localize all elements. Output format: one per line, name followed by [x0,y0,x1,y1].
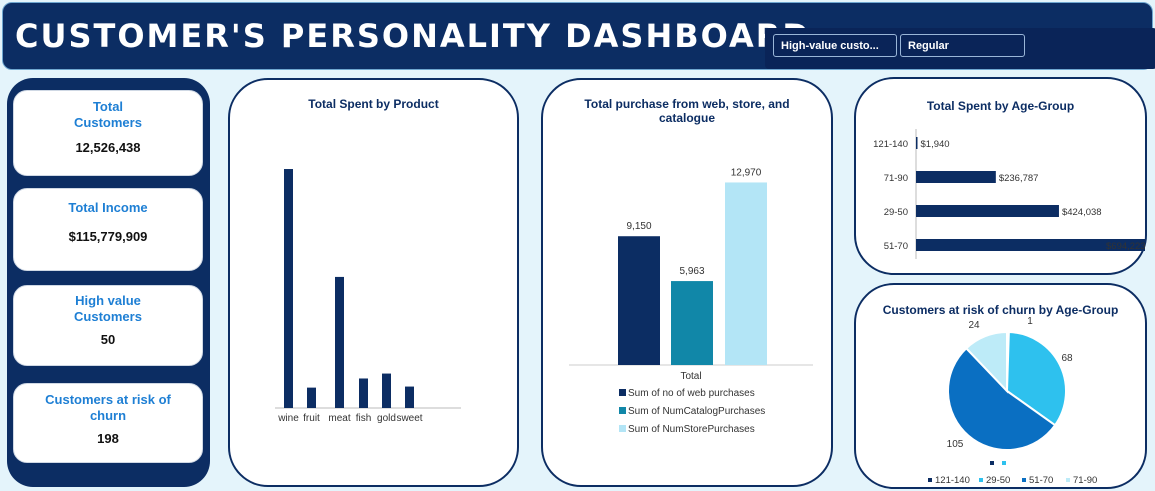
slice-71-90 [964,330,1008,394]
kpi-total-income-label: Total Income [68,200,148,215]
channel-purchases-card: Total purchase from web, store, and cata… [541,78,833,487]
legend-swatch-29-50 [979,478,983,482]
customer-type-slicer: High-value custo... Regular [765,28,1155,69]
legend-swatch-series-3 [619,425,626,432]
data-label-121-140: 1 [1027,316,1033,327]
kpi-risk-of-churn-value: 198 [97,431,119,446]
legend-label-29-50: 29-50 [986,475,1010,486]
kpi-high-value-customers: High value Customers 50 [13,285,203,366]
legend-swatch-series-1 [619,389,626,396]
y-tick-label-121-140: 121-140 [873,139,908,150]
slicer-item-high-value[interactable]: High-value custo... [773,34,897,57]
kpi-high-value-value: 50 [100,332,116,347]
y-tick-label-29-50: 29-50 [884,207,908,218]
legend-marker-navy [990,461,994,465]
bar-wine [284,169,293,408]
bar-gold [382,373,391,408]
bar-71-90 [916,171,996,183]
bar-fish [359,378,368,408]
channel-purchases-chart: 9,150 5,963 12,970 Total Sum of no of web pu… [569,167,813,435]
kpi-risk-of-churn: Customers at risk of churn 198 [13,383,203,463]
y-tick-label-71-90: 71-90 [884,173,908,184]
legend-label-71-90: 71-90 [1073,475,1097,486]
data-label-29-50: 68 [1061,353,1073,364]
data-label-51-70: 105 [947,439,964,450]
kpi-total-customers-label: Total Customers [74,99,142,130]
data-label-29-50: $424,038 [1062,207,1102,218]
channel-purchases-title: Total purchase from web, store, and cata… [584,97,790,125]
x-tick-label-gold: gold [377,413,396,424]
x-tick-label-meat: meat [328,413,350,424]
kpi-total-customers: Total Customers 12,526,438 [13,90,203,176]
age-spend-card: Total Spent by Age-Group 121-140 $1,940 71… [854,77,1147,275]
dashboard-title: CUSTOMER'S PERSONALITY DASHBOARD [15,17,811,55]
product-spend-chart: wine fruit meat fish gold sweet [275,169,461,424]
bar-51-70 [916,239,1145,251]
legend-swatch-51-70 [1022,478,1026,482]
kpi-panel: Total Customers 12,526,438 Total Income … [7,78,210,487]
kpi-total-customers-value: 12,526,438 [75,140,141,155]
churn-age-card: Customers at risk of churn by Age-Group … [854,283,1147,489]
bar-fruit [307,387,316,408]
x-tick-label-sweet: sweet [396,413,422,424]
legend-marker-cyan [1002,461,1006,465]
legend-label-series-2: Sum of NumCatalogPurchases [628,406,765,417]
bar-series-3 [725,182,767,365]
legend-label-series-1: Sum of no of web purchases [628,388,755,399]
bar-121-140 [916,137,918,149]
kpi-total-income: Total Income $115,779,909 [13,188,203,271]
x-tick-label-fish: fish [356,413,372,424]
data-label-71-90: 24 [968,320,980,331]
data-label-51-70: $694,223 [1106,241,1145,252]
bar-29-50 [916,205,1059,217]
product-spend-title: Total Spent by Product [308,97,439,111]
data-label-71-90: $236,787 [999,173,1039,184]
x-tick-label-total: Total [680,371,701,382]
legend-swatch-series-2 [619,407,626,414]
product-spend-card: Total Spent by Product wine fruit meat fish… [228,78,519,487]
x-tick-label-wine: wine [277,413,299,424]
y-tick-label-51-70: 51-70 [884,241,908,252]
bar-meat [335,276,344,408]
slicer-item-regular[interactable]: Regular [900,34,1025,57]
kpi-total-income-value: $115,779,909 [68,229,148,244]
age-spend-chart: 121-140 $1,940 71-90 $236,787 29-50 $424,038 5… [873,129,1145,259]
bar-sweet [405,386,414,408]
legend-label-51-70: 51-70 [1029,475,1053,486]
data-label-series-3: 12,970 [731,167,762,178]
data-label-series-1: 9,150 [626,221,651,232]
slice-51-70 [947,346,1057,451]
data-label-series-2: 5,963 [679,266,704,277]
legend-swatch-71-90 [1066,478,1070,482]
age-spend-title: Total Spent by Age-Group [926,99,1075,113]
kpi-risk-of-churn-label: Customers at risk of churn [45,392,171,423]
bar-series-1 [618,236,660,365]
legend-label-121-140: 121-140 [935,475,970,486]
data-label-121-140: $1,940 [921,139,950,150]
x-tick-label-fruit: fruit [303,413,320,424]
dashboard-header: CUSTOMER'S PERSONALITY DASHBOARD High-va… [2,2,1155,70]
kpi-high-value-label: High value Customers [74,293,142,324]
slice-29-50 [1005,330,1067,427]
churn-age-chart: 1 68 105 24 121-140 29-50 51-70 71-90 [928,316,1097,486]
churn-age-title: Customers at risk of churn by Age-Group [882,303,1119,317]
legend-swatch-121-140 [928,478,932,482]
legend-label-series-3: Sum of NumStorePurchases [628,424,755,435]
bar-series-2 [671,281,713,365]
